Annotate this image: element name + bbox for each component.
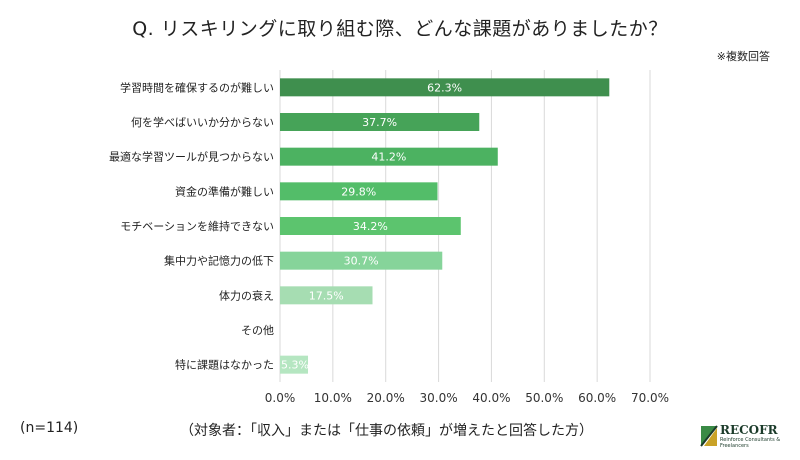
- category-label: 最適な学習ツールが見つからない: [109, 150, 274, 164]
- category-label: 資金の準備が難しい: [175, 184, 274, 198]
- x-tick-label: 40.0%: [472, 391, 510, 405]
- multiple-answer-note: ※複数回答: [716, 50, 770, 63]
- bar: [280, 217, 461, 235]
- x-tick-label: 30.0%: [420, 391, 458, 405]
- logo-name: RECOFR: [720, 423, 778, 437]
- category-label: 何を学べばいいか分からない: [131, 115, 274, 129]
- value-label: 29.8%: [341, 185, 376, 198]
- x-tick-labels: 0.0% 10.0% 20.0% 30.0% 40.0% 50.0% 60.0% 70.0%: [265, 391, 669, 405]
- value-label: 62.3%: [427, 81, 462, 94]
- x-tick-label: 10.0%: [314, 391, 352, 405]
- logo-mark-icon: [700, 425, 718, 447]
- category-label: 特に課題はなかった: [175, 358, 274, 372]
- bar: [280, 286, 373, 305]
- bars: [280, 78, 610, 374]
- chart-title: Q. リスキリングに取り組む際、どんな課題がありましたか？: [132, 18, 668, 40]
- category-label: 体力の衰え: [219, 288, 274, 302]
- recofr-logo: RECOFR Reinforce Consultants & Freelance…: [700, 422, 790, 452]
- respondent-note: （対象者：「収入」または「仕事の依頼」が増えたと回答した方）: [180, 423, 593, 439]
- value-label: 30.7%: [344, 255, 379, 268]
- category-label: 集中力や記憶力の低下: [164, 254, 274, 268]
- x-tick-label: 70.0%: [631, 391, 669, 405]
- value-labels: 62.3% 37.7% 41.2% 29.8% 34.2% 30.7% 17.5% 5.3%: [281, 81, 462, 371]
- value-label: 41.2%: [371, 151, 406, 164]
- bar: [280, 78, 610, 97]
- value-label: 17.5%: [309, 289, 344, 302]
- x-tick-label: 50.0%: [525, 391, 563, 405]
- bar: [280, 147, 498, 166]
- sample-size-label: (n=114): [20, 420, 79, 436]
- bar: [280, 251, 443, 270]
- bar: [280, 355, 309, 374]
- bar: [280, 113, 480, 131]
- value-label: 34.2%: [353, 220, 388, 233]
- category-labels: 学習時間を確保するのが難しい何を学べばいいか分からない最適な学習ツールが見つから…: [109, 80, 274, 371]
- category-label: その他: [241, 324, 274, 337]
- category-label: モチベーションを維持できない: [120, 219, 274, 233]
- x-tick-label: 0.0%: [265, 391, 296, 405]
- value-label: 5.3%: [281, 359, 309, 372]
- x-tick-label: 60.0%: [578, 391, 616, 405]
- logo-tagline: Reinforce Consultants & Freelancers: [720, 437, 781, 449]
- category-label: 学習時間を確保するのが難しい: [120, 80, 274, 94]
- x-tick-label: 20.0%: [367, 391, 405, 405]
- value-label: 37.7%: [362, 116, 397, 129]
- bar: [280, 182, 438, 201]
